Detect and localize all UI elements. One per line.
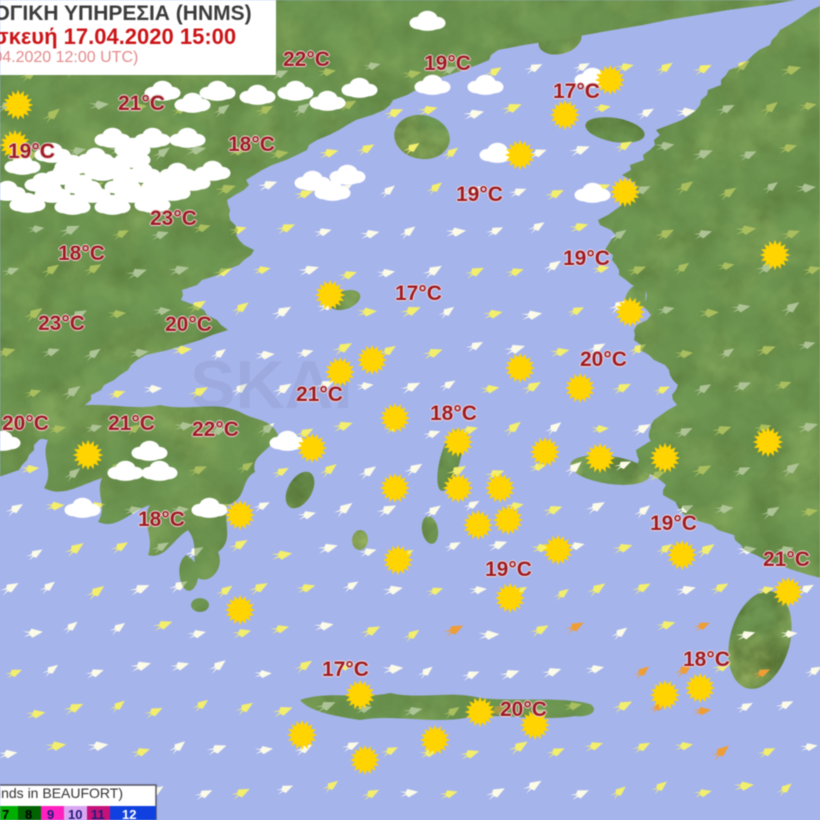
svg-text:10: 10 xyxy=(68,807,82,820)
svg-text:7: 7 xyxy=(2,807,9,820)
svg-text:12: 12 xyxy=(122,807,136,820)
svg-text:inds in BEAUFORT): inds in BEAUFORT) xyxy=(0,785,123,801)
svg-text:8: 8 xyxy=(25,807,32,820)
svg-text:11: 11 xyxy=(91,807,105,820)
svg-text:9: 9 xyxy=(47,807,54,820)
